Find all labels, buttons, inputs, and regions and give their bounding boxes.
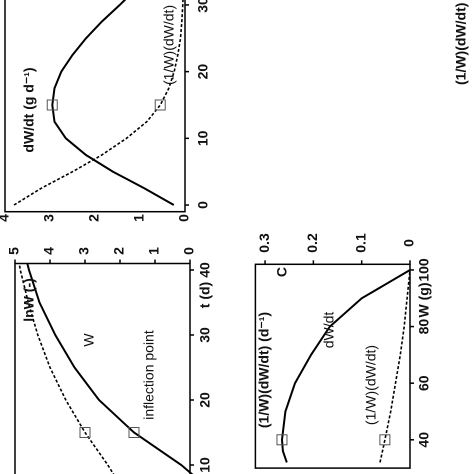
- y-tick-label: 1: [146, 247, 162, 255]
- series-line: [26, 263, 194, 474]
- plot-frame: [4, 0, 186, 213]
- x-tick-label: 30: [197, 327, 213, 343]
- y-tick-label: 0.2: [304, 233, 320, 253]
- y-tick-label: 4: [0, 214, 12, 222]
- y-tick-label: 3: [76, 247, 92, 255]
- panel-label: C: [274, 267, 290, 277]
- y-tick-label: 2: [111, 247, 127, 255]
- plot-frame: [14, 262, 191, 474]
- series-label: (1/W)(dW/dt): [161, 5, 177, 85]
- y-tick-label: 0.3: [256, 233, 272, 253]
- x-axis-title: t (d): [197, 282, 213, 308]
- y-tick-label: 2: [86, 214, 102, 222]
- y-tick-label: 0: [181, 247, 197, 255]
- panel: [14, 259, 194, 474]
- y-axis-title: dW/dt (g d⁻¹): [21, 67, 37, 152]
- series-line: [280, 269, 411, 463]
- x-tick-label: 10: [195, 130, 211, 146]
- x-tick-label: 20: [195, 64, 211, 80]
- marker: [276, 434, 288, 446]
- x-tick-label: 80: [416, 319, 432, 335]
- y2-axis-title: (1/W)(dW/dt) (d⁻¹): [453, 0, 469, 85]
- x-tick-label: 20: [197, 392, 213, 408]
- x-tick-label: 10: [197, 457, 213, 473]
- series-label: (1/W)(dW/dt): [363, 345, 379, 425]
- series-line: [379, 269, 411, 463]
- marker: [379, 434, 391, 446]
- series-line: [13, 0, 184, 206]
- marker: [79, 427, 91, 438]
- panel: [4, 0, 189, 213]
- marker: [128, 427, 140, 438]
- y-tick-label: 0: [401, 239, 417, 247]
- series-line: [51, 0, 175, 206]
- y-tick-label: 0.1: [352, 233, 368, 253]
- y-tick-label: 4: [41, 247, 57, 255]
- x-tick-label: 100: [416, 258, 432, 282]
- x-tick-label: 0: [195, 201, 211, 209]
- x-axis-title: W (g): [416, 283, 432, 318]
- x-tick-label: 40: [197, 262, 213, 278]
- y-axis-title: lnW (-): [21, 278, 37, 322]
- y-tick-label: 5: [6, 247, 22, 255]
- plot-frame: [254, 263, 411, 469]
- marker: [46, 99, 58, 111]
- x-tick-label: 30: [195, 0, 211, 13]
- panel: [254, 260, 414, 469]
- y-axis-title: (1/W)(dW/dt) (d⁻¹): [256, 312, 272, 428]
- x-tick-label: 40: [416, 432, 432, 448]
- annotation: inflection point: [141, 330, 157, 420]
- x-tick-label: 60: [416, 375, 432, 391]
- series-label: W: [81, 333, 97, 347]
- y-tick-label: 0: [176, 214, 192, 222]
- y-tick-label: 3: [41, 214, 57, 222]
- y-tick-label: 1: [131, 214, 147, 222]
- series-line: [18, 263, 115, 474]
- series-label: dW/dt: [321, 312, 337, 349]
- marker: [154, 99, 166, 111]
